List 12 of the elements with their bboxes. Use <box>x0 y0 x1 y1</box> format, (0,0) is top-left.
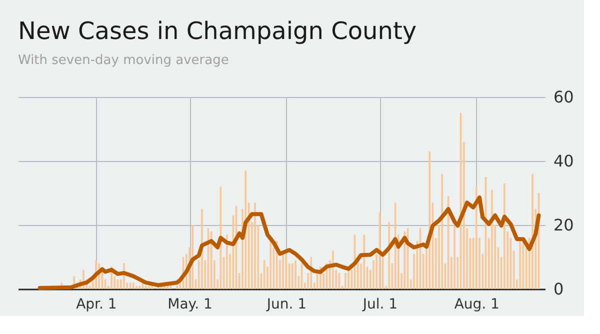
x-tick-label: Apr. 1 <box>76 296 117 312</box>
y-tick-label: 40 <box>554 152 574 170</box>
x-tick-label: Jun. 1 <box>266 296 307 312</box>
y-tick-label: 60 <box>554 88 574 106</box>
chart-title: New Cases in Champaign County <box>18 17 417 45</box>
line-series <box>38 195 541 290</box>
y-tick-label: 20 <box>554 216 574 234</box>
y-tick-label: 0 <box>554 280 564 298</box>
x-tick-label: Jul. 1 <box>362 296 398 312</box>
x-tick-label: Aug. 1 <box>454 296 500 312</box>
chart-subtitle: With seven-day moving average <box>18 53 229 68</box>
x-tick-label: May. 1 <box>168 296 212 312</box>
